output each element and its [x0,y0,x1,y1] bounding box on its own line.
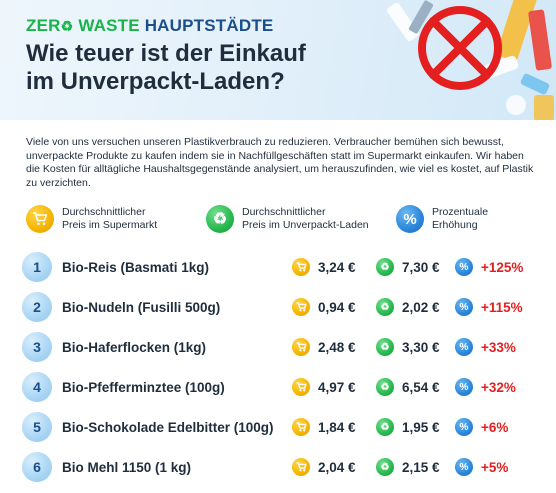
percent-increase: +115% [481,299,523,315]
percent-increase: +33% [481,339,516,355]
cart-icon [26,205,54,233]
recycle-icon: ♻ [376,258,394,276]
title-zero: ZER [26,16,61,35]
row-number: 6 [22,452,52,482]
recycle-icon: ♻ [376,298,394,316]
unverpackt-price: 3,30 € [402,339,440,355]
title-waste: WASTE [78,16,140,35]
cart-icon [292,298,310,316]
title-brand: ZER♻ WASTE HAUPTSTÄDTE [26,16,273,36]
percent-increase: +6% [481,419,509,435]
recycle-icon: ♻ [376,378,394,396]
supermarket-price: 3,24 € [318,259,356,275]
percent-icon: % [455,378,473,396]
legend-percent-label: Prozentuale Erhöhung [432,206,489,231]
table-row: 2 Bio-Nudeln (Fusilli 500g) 0,94 € ♻ 2,0… [0,292,556,322]
percent-increase: +5% [481,459,509,475]
supermarket-price: 2,48 € [318,339,356,355]
percent-icon: % [455,258,473,276]
table-row: 4 Bio-Pfefferminztee (100g) 4,97 € ♻ 6,5… [0,372,556,402]
legend-supermarket: Durchschnittlicher Preis im Supermarkt [26,204,157,234]
table-row: 5 Bio-Schokolade Edelbitter (100g) 1,84 … [0,412,556,442]
percent-icon: % [396,205,424,233]
recycle-icon: ♻ [376,338,394,356]
cart-icon [292,258,310,276]
legend-unverpackt: ♻ Durchschnittlicher Preis im Unverpackt… [206,204,369,234]
cart-icon [292,458,310,476]
percent-increase: +32% [481,379,516,395]
product-name: Bio-Haferflocken (1kg) [62,339,207,355]
header-banner: ZER♻ WASTE HAUPTSTÄDTE Wie teuer ist der… [0,0,556,120]
supermarket-price: 0,94 € [318,299,356,315]
table-row: 6 Bio Mehl 1150 (1 kg) 2,04 € ♻ 2,15 € %… [0,452,556,482]
intro-text: Viele von uns versuchen unseren Plastikv… [26,136,534,189]
recycle-icon: ♻ [206,205,234,233]
unverpackt-price: 2,15 € [402,459,440,475]
page-title-line2: im Unverpackt-Laden? [26,68,285,95]
percent-icon: % [455,298,473,316]
legend-percent: % Prozentuale Erhöhung [396,204,488,234]
plastic-ban-illustration [386,0,554,120]
row-number: 4 [22,372,52,402]
table-row: 1 Bio-Reis (Basmati 1kg) 3,24 € ♻ 7,30 €… [0,252,556,282]
supermarket-price: 1,84 € [318,419,356,435]
product-name: Bio-Schokolade Edelbitter (100g) [62,419,274,435]
product-name: Bio-Reis (Basmati 1kg) [62,259,210,275]
unverpackt-price: 1,95 € [402,419,440,435]
percent-icon: % [455,338,473,356]
legend-supermarket-label: Durchschnittlicher Preis im Supermarkt [62,206,158,231]
table-row: 3 Bio-Haferflocken (1kg) 2,48 € ♻ 3,30 €… [0,332,556,362]
unverpackt-price: 6,54 € [402,379,440,395]
page-title-line1: Wie teuer ist der Einkauf [26,40,306,67]
row-number: 5 [22,412,52,442]
row-number: 1 [22,252,52,282]
cart-icon [292,338,310,356]
unverpackt-price: 7,30 € [402,259,440,275]
legend: Durchschnittlicher Preis im Supermarkt ♻… [0,204,556,234]
title-hauptstadte: HAUPTSTÄDTE [144,16,274,35]
recycle-icon: ♻ [376,458,394,476]
cart-icon [292,378,310,396]
percent-increase: +125% [481,259,524,275]
row-number: 2 [22,292,52,322]
legend-unverpackt-label: Durchschnittlicher Preis im Unverpackt-L… [242,206,369,231]
unverpackt-price: 2,02 € [402,299,440,315]
supermarket-price: 2,04 € [318,459,356,475]
product-name: Bio-Nudeln (Fusilli 500g) [62,299,221,315]
product-name: Bio-Pfefferminztee (100g) [62,379,225,395]
cart-icon [292,418,310,436]
row-number: 3 [22,332,52,362]
recycle-icon: ♻ [376,418,394,436]
percent-icon: % [455,458,473,476]
product-name: Bio Mehl 1150 (1 kg) [62,459,192,475]
percent-icon: % [455,418,473,436]
recycle-icon: ♻ [60,18,74,34]
supermarket-price: 4,97 € [318,379,356,395]
page-title: Wie teuer ist der Einkauf im Unverpackt-… [26,40,306,96]
